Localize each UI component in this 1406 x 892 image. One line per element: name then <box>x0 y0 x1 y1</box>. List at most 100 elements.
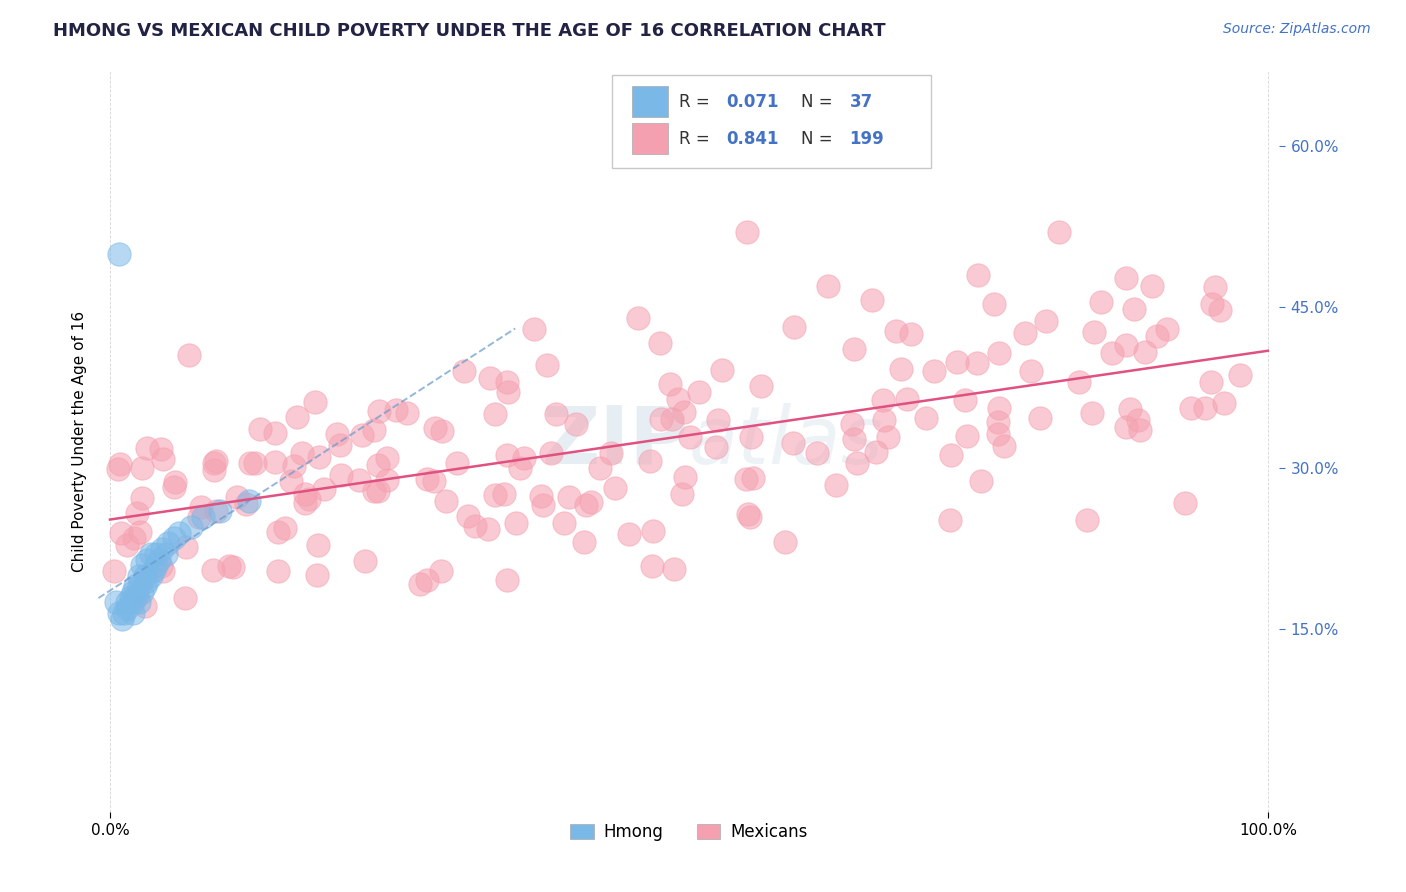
Point <box>572 535 595 549</box>
Point <box>658 376 681 391</box>
Text: N =: N = <box>801 129 838 148</box>
Point <box>492 487 515 501</box>
Point <box>110 611 132 625</box>
Point <box>970 474 993 488</box>
Point <box>139 547 162 561</box>
Point <box>988 346 1011 360</box>
Point <box>377 450 399 465</box>
Point <box>783 319 806 334</box>
Point <box>512 451 534 466</box>
Point <box>710 362 733 376</box>
Point <box>742 470 765 484</box>
Point <box>122 606 145 620</box>
Point <box>865 445 887 459</box>
Point <box>1049 225 1071 239</box>
Point <box>824 478 846 492</box>
Point <box>304 395 326 409</box>
Point <box>457 509 479 524</box>
Point <box>148 552 170 566</box>
Point <box>134 599 156 613</box>
Point <box>117 595 139 609</box>
Point <box>993 439 1015 453</box>
Point <box>145 558 167 572</box>
Point <box>112 606 135 620</box>
Point <box>330 468 353 483</box>
Text: 37: 37 <box>849 93 873 111</box>
Point <box>1174 496 1197 510</box>
Point <box>238 493 260 508</box>
Point <box>124 579 146 593</box>
Point <box>222 560 245 574</box>
Point <box>139 568 162 582</box>
Point <box>415 573 437 587</box>
Point <box>1014 326 1036 341</box>
Point <box>188 510 211 524</box>
Point <box>890 362 912 376</box>
Point <box>509 460 531 475</box>
Point <box>522 322 544 336</box>
Point <box>939 448 962 462</box>
Point <box>648 336 671 351</box>
Point <box>208 504 231 518</box>
Text: 199: 199 <box>849 129 884 148</box>
Point <box>354 554 377 568</box>
Point <box>298 492 321 507</box>
Point <box>1213 396 1236 410</box>
Point <box>672 405 695 419</box>
Point <box>673 470 696 484</box>
Point <box>127 589 149 603</box>
Point <box>307 538 329 552</box>
Text: atlas: atlas <box>689 402 884 481</box>
Point <box>135 441 157 455</box>
Point <box>627 310 650 325</box>
Point <box>1118 401 1140 416</box>
Point <box>740 430 762 444</box>
Point <box>496 375 519 389</box>
Point <box>1133 345 1156 359</box>
Point <box>564 417 586 432</box>
Point <box>103 564 125 578</box>
Point <box>873 413 896 427</box>
Point <box>1115 420 1137 434</box>
Point <box>983 297 1005 311</box>
Point <box>529 489 551 503</box>
Point <box>496 573 519 587</box>
Point <box>128 579 150 593</box>
Point <box>1204 280 1226 294</box>
Point <box>128 524 150 539</box>
Point <box>165 475 187 490</box>
Point <box>661 412 683 426</box>
Text: Source: ZipAtlas.com: Source: ZipAtlas.com <box>1223 22 1371 37</box>
Point <box>117 600 139 615</box>
Point <box>243 456 266 470</box>
Point <box>1128 413 1150 427</box>
Point <box>575 499 598 513</box>
Point <box>409 577 432 591</box>
FancyBboxPatch shape <box>633 123 668 154</box>
Point <box>429 565 451 579</box>
Point <box>291 445 314 459</box>
Point <box>650 412 672 426</box>
Point <box>396 406 419 420</box>
Point <box>150 541 173 556</box>
Point <box>484 407 506 421</box>
Point <box>737 507 759 521</box>
Point <box>174 591 197 606</box>
Point <box>267 524 290 539</box>
Point <box>127 507 149 521</box>
Point <box>966 356 988 370</box>
Point <box>124 590 146 604</box>
Point <box>218 559 240 574</box>
Point <box>531 498 554 512</box>
Point <box>108 246 131 260</box>
Point <box>367 458 389 473</box>
Point <box>191 509 214 524</box>
Text: ZIP: ZIP <box>541 402 689 481</box>
Point <box>603 481 626 495</box>
Point <box>1029 411 1052 425</box>
Point <box>1069 375 1091 389</box>
Point <box>104 595 127 609</box>
Y-axis label: Child Poverty Under the Age of 16: Child Poverty Under the Age of 16 <box>72 311 87 572</box>
Point <box>1081 406 1104 420</box>
Point <box>446 456 468 470</box>
